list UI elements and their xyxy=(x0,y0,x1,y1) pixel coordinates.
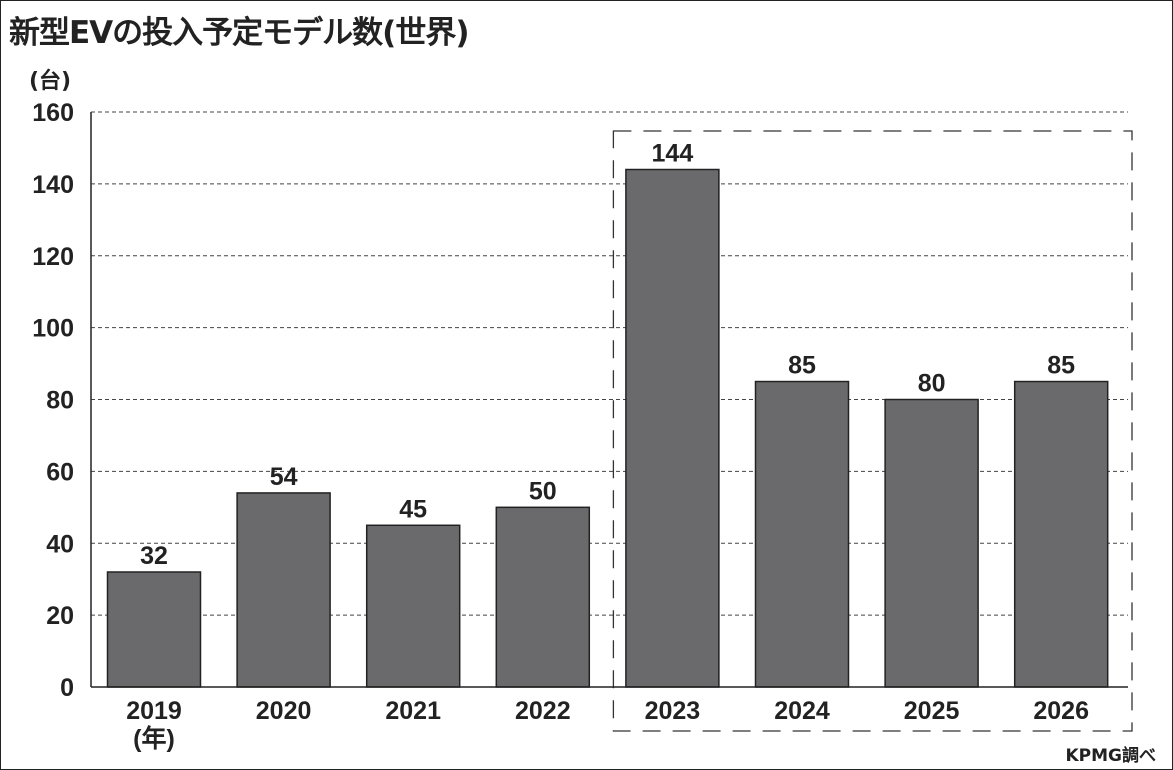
x-tick-label: 2022 xyxy=(515,697,571,725)
y-axis-unit: (台) xyxy=(29,69,72,94)
chart-title: 新型EVの投入予定モデル数(世界) xyxy=(9,15,470,51)
bar-2021 xyxy=(365,524,461,688)
x-tick-label: 2019 xyxy=(126,697,182,725)
y-tick-label: 140 xyxy=(32,171,74,199)
y-tick-label: 20 xyxy=(46,602,74,630)
data-label: 45 xyxy=(399,495,427,523)
data-label: 54 xyxy=(270,463,298,491)
y-tick-label: 80 xyxy=(46,387,74,415)
data-label: 80 xyxy=(918,370,946,398)
x-tick-label: 2021 xyxy=(385,697,441,725)
x-tick-label: 2020 xyxy=(256,697,312,725)
bar-2026 xyxy=(1013,380,1109,688)
data-label: 85 xyxy=(788,352,816,380)
x-tick-label: 2025 xyxy=(904,697,960,725)
x-tick-label: 2026 xyxy=(1033,697,1089,725)
bar-2025 xyxy=(884,398,979,688)
y-tick-label: 160 xyxy=(32,99,74,127)
bar-2020 xyxy=(236,492,331,688)
data-label: 50 xyxy=(529,477,557,505)
y-tick-label: 0 xyxy=(60,674,74,702)
bar-2023 xyxy=(625,168,720,688)
y-tick-label: 120 xyxy=(32,243,74,271)
y-tick-label: 100 xyxy=(32,315,74,343)
x-axis-unit: (年) xyxy=(133,724,175,753)
data-label: 32 xyxy=(140,542,168,570)
highlight-box xyxy=(612,130,1133,732)
y-tick-label: 40 xyxy=(46,530,74,558)
bar-2019 xyxy=(106,571,202,688)
x-tick-label: 2023 xyxy=(645,697,701,725)
x-tick-label: 2024 xyxy=(774,697,830,725)
bar-2024 xyxy=(754,380,850,688)
source-note: KPMG調べ xyxy=(1065,746,1156,766)
y-tick-label: 60 xyxy=(46,458,74,486)
data-label: 85 xyxy=(1047,352,1075,380)
data-label: 144 xyxy=(652,140,694,168)
bar-2022 xyxy=(495,506,591,688)
